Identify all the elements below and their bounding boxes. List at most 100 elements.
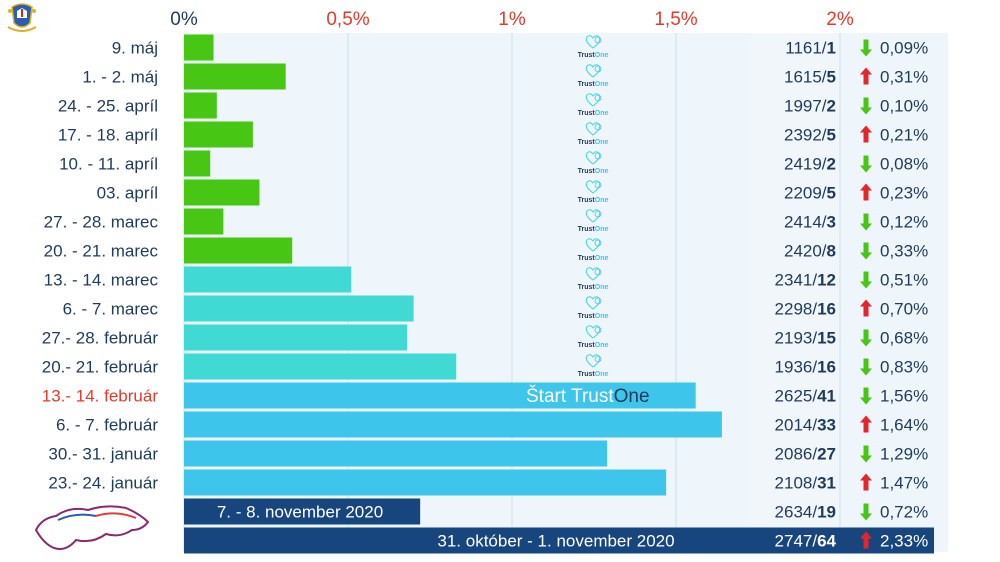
red-up-arrow-icon [860,531,872,549]
logo-text-part2: One [595,371,609,378]
trustone-heart-globe-icon: TrustOne [578,267,609,291]
percent-label: 0,21% [880,126,928,145]
percent-label: 0,33% [880,242,928,261]
globe-shape [594,239,602,247]
count-label: 2747/64 [775,532,837,551]
trustone-logo-text: TrustOne [578,197,609,204]
counts-panel [750,33,840,552]
count-label: 2392/5 [784,126,836,145]
tested-count: 2193/ [775,329,818,348]
trustone-logo-text: TrustOne [578,81,609,88]
green-down-arrow-icon [860,213,872,231]
percent-label: 1,56% [880,387,928,406]
row-label: 20. - 21. marec [44,242,159,261]
logo-text-part1: Trust [578,81,596,88]
logo-text-part1: Trust [578,52,596,59]
bar [184,34,214,61]
logo-text-part2: One [595,197,609,204]
green-down-arrow-icon [860,97,872,115]
count-label: 1615/5 [784,68,836,87]
row-label: 03. apríl [97,184,158,203]
logo-text-part1: Trust [578,313,596,320]
green-down-arrow-icon [860,445,872,463]
count-label: 2209/5 [784,184,836,203]
bar [184,353,457,380]
bar [184,324,408,351]
red-up-arrow-icon [860,125,872,143]
trustone-logo-text: TrustOne [578,110,609,117]
x-axis-ticks: 0% 0,5% 1% 1,5% 2% [170,9,854,30]
count-label: 2419/2 [784,155,836,174]
bar-extension [750,527,934,554]
percent-label: 0,12% [880,213,928,232]
trustone-heart-globe-icon: TrustOne [578,64,609,88]
percent-label: 1,64% [880,416,928,435]
trustone-heart-globe-icon: TrustOne [578,151,608,175]
percent-label: 0,09% [880,39,928,58]
logo-text-part1: Trust [578,371,596,378]
red-up-arrow-icon [860,299,872,317]
percent-label: 0,68% [880,329,928,348]
percent-column: 0,09% 0,31% 0,10% 0,21% 0,08% 0,23% 0,12% 0,33%… [880,39,928,551]
count-label: 1936/16 [775,358,836,377]
heart-shape [585,354,601,368]
percent-label: 2,33% [880,532,928,551]
trustone-logo-text: TrustOne [578,371,609,378]
trustone-heart-globe-icon: TrustOne [578,93,609,117]
logo-text-part1: Trust [578,255,596,262]
count-label: 2193/15 [775,329,836,348]
green-down-arrow-icon [860,329,872,347]
count-label: 2014/33 [775,416,836,435]
count-label: 2625/41 [775,387,836,406]
in-bar-label: 31. október - 1. november 2020 [437,532,674,551]
percent-label: 1,29% [880,445,928,464]
bar [184,382,696,409]
bar [184,179,260,206]
row-label: 23.- 24. január [48,474,158,493]
trustone-logo-text: TrustOne [578,255,609,262]
logo-text-part2: One [595,226,609,233]
x-tick-label: 1% [498,9,526,30]
green-down-arrow-icon [860,242,872,260]
heart-shape [585,180,601,194]
in-bar-label: 7. - 8. november 2020 [217,503,383,522]
logo-text-part1: Trust [578,139,596,146]
tested-count: 2108/ [775,474,818,493]
bars: 7. - 8. november 2020 31. október - 1. no… [184,34,934,554]
tested-count: 1615/ [784,68,827,87]
count-label: 2341/12 [775,271,836,290]
globe-shape [594,268,602,276]
positive-count: 33 [817,416,836,435]
logo-text-part1: Trust [578,342,596,349]
row-label: 6. - 7. február [56,416,158,435]
trustone-heart-globe-icon: TrustOne [578,180,609,204]
bar [184,121,253,148]
heart-shape [585,35,601,49]
heart-shape [585,93,601,107]
bar [184,498,421,525]
logo-text-part1: Trust [578,168,596,175]
row-label: 9. máj [112,39,158,58]
tested-count: 2086/ [775,445,818,464]
trend-arrows [860,39,872,549]
count-label: 2634/19 [775,503,836,522]
green-down-arrow-icon [860,271,872,289]
red-up-arrow-icon [860,183,872,201]
positive-count: 8 [827,242,836,261]
logo-text-part2: One [595,139,609,146]
row-label: 6. - 7. marec [63,300,159,319]
tested-count: 2634/ [775,503,818,522]
start-label-part1: Štart Trust [526,385,614,407]
percent-label: 0,70% [880,300,928,319]
logo-text-part2: One [595,284,609,291]
trustone-heart-globe-icon: TrustOne [578,296,609,320]
trustone-logo-text: TrustOne [578,313,609,320]
percent-label: 0,83% [880,358,928,377]
globe-shape [594,65,602,73]
count-label: 1997/2 [784,97,836,116]
x-tick-label: 0% [170,9,198,30]
bar [184,92,217,119]
heart-shape [585,122,601,136]
logo-text-part1: Trust [578,284,596,291]
row-label: 17. - 18. apríl [58,126,158,145]
